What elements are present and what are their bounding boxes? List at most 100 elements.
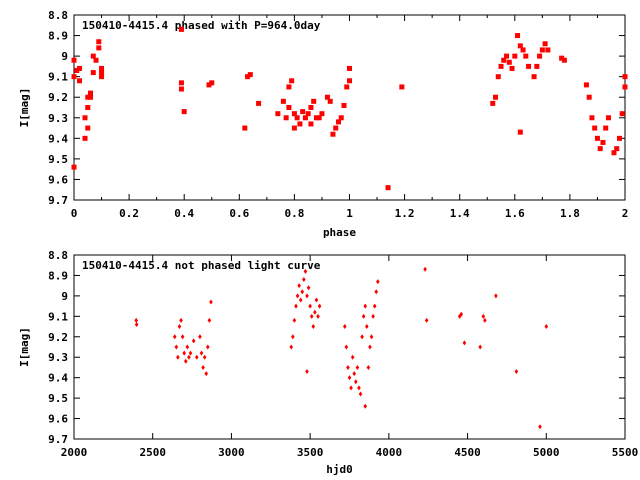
y-tick-label: 9 [61, 50, 68, 63]
data-point [534, 63, 540, 69]
data-point [82, 115, 88, 121]
y-axis-label: I[mag] [18, 88, 31, 128]
data-point [495, 74, 501, 80]
x-tick-label: 5500 [612, 446, 639, 459]
data-point [357, 385, 361, 391]
data-point [526, 63, 532, 69]
x-tick-label: 0.6 [229, 207, 249, 220]
data-point [600, 139, 606, 145]
data-point [286, 84, 292, 90]
data-point [178, 86, 184, 92]
data-point [185, 344, 190, 350]
data-point [245, 74, 251, 80]
data-point [616, 135, 622, 141]
data-point [294, 303, 298, 309]
data-point [371, 313, 375, 319]
data-point [347, 78, 352, 84]
data-point [297, 121, 303, 127]
data-point [88, 90, 94, 96]
data-point [202, 354, 207, 360]
x-tick-label: 1.6 [505, 207, 525, 220]
data-point [182, 350, 186, 356]
data-point [291, 334, 295, 340]
data-point [622, 84, 628, 90]
data-point [88, 94, 94, 100]
data-point [308, 303, 312, 309]
data-point [344, 84, 350, 90]
data-point [178, 26, 184, 32]
data-point [358, 391, 363, 397]
data-point [504, 53, 510, 59]
data-point [538, 424, 542, 430]
data-point [365, 324, 369, 330]
data-point [586, 94, 592, 100]
data-point [361, 313, 366, 319]
data-point [187, 354, 191, 360]
x-tick-label: 0.2 [119, 207, 139, 220]
y-axis-label: I[mag] [18, 327, 31, 367]
data-point [374, 289, 379, 295]
data-point [280, 98, 286, 104]
data-point [71, 57, 77, 63]
data-point [324, 94, 330, 100]
data-point [498, 63, 504, 69]
data-point [71, 74, 77, 80]
data-point [303, 268, 308, 274]
x-tick-label: 1.4 [450, 207, 470, 220]
data-point [561, 57, 567, 63]
data-point [71, 164, 77, 170]
data-point [207, 317, 212, 323]
data-point [622, 74, 628, 80]
data-point [85, 125, 91, 131]
y-tick-label: 9 [61, 290, 68, 303]
y-tick-label: 9.5 [48, 153, 68, 166]
data-point [286, 105, 292, 110]
data-point [350, 354, 355, 360]
data-point [275, 111, 281, 117]
data-point [424, 317, 429, 323]
data-point [204, 371, 209, 377]
data-point [317, 303, 322, 309]
y-tick-label: 9.7 [48, 194, 68, 207]
chart-title: 150410-4415.4 not phased light curve [82, 259, 321, 272]
data-point [603, 125, 609, 131]
data-point [515, 33, 521, 39]
data-point [305, 111, 311, 117]
data-point [341, 102, 347, 108]
data-point [544, 324, 549, 330]
data-point [559, 55, 565, 61]
data-point [589, 115, 595, 121]
data-point [537, 53, 543, 59]
data-point [385, 185, 391, 191]
data-point [316, 115, 322, 121]
data-point [77, 65, 83, 71]
data-point [242, 125, 248, 131]
data-point [311, 324, 316, 330]
x-tick-label: 3000 [218, 446, 245, 459]
data-point [306, 285, 311, 291]
data-point [366, 364, 371, 370]
data-point [372, 303, 377, 309]
data-point [539, 47, 545, 53]
y-tick-label: 9.3 [48, 351, 68, 364]
data-point [298, 297, 303, 303]
data-point [313, 115, 319, 121]
data-point [494, 293, 498, 299]
data-point [376, 279, 380, 285]
data-point [523, 53, 529, 59]
data-point [74, 68, 80, 73]
data-point [605, 115, 611, 121]
data-point [134, 322, 139, 328]
data-point [347, 375, 352, 381]
y-tick-label: 8.9 [48, 269, 68, 282]
y-tick-label: 8.8 [48, 9, 68, 22]
x-tick-label: 5000 [533, 446, 560, 459]
plot-frame [73, 254, 626, 440]
data-point [198, 334, 202, 340]
data-point [295, 293, 300, 299]
data-point [597, 146, 603, 152]
data-point [206, 82, 212, 88]
data-point [369, 334, 374, 340]
data-point [300, 109, 306, 115]
